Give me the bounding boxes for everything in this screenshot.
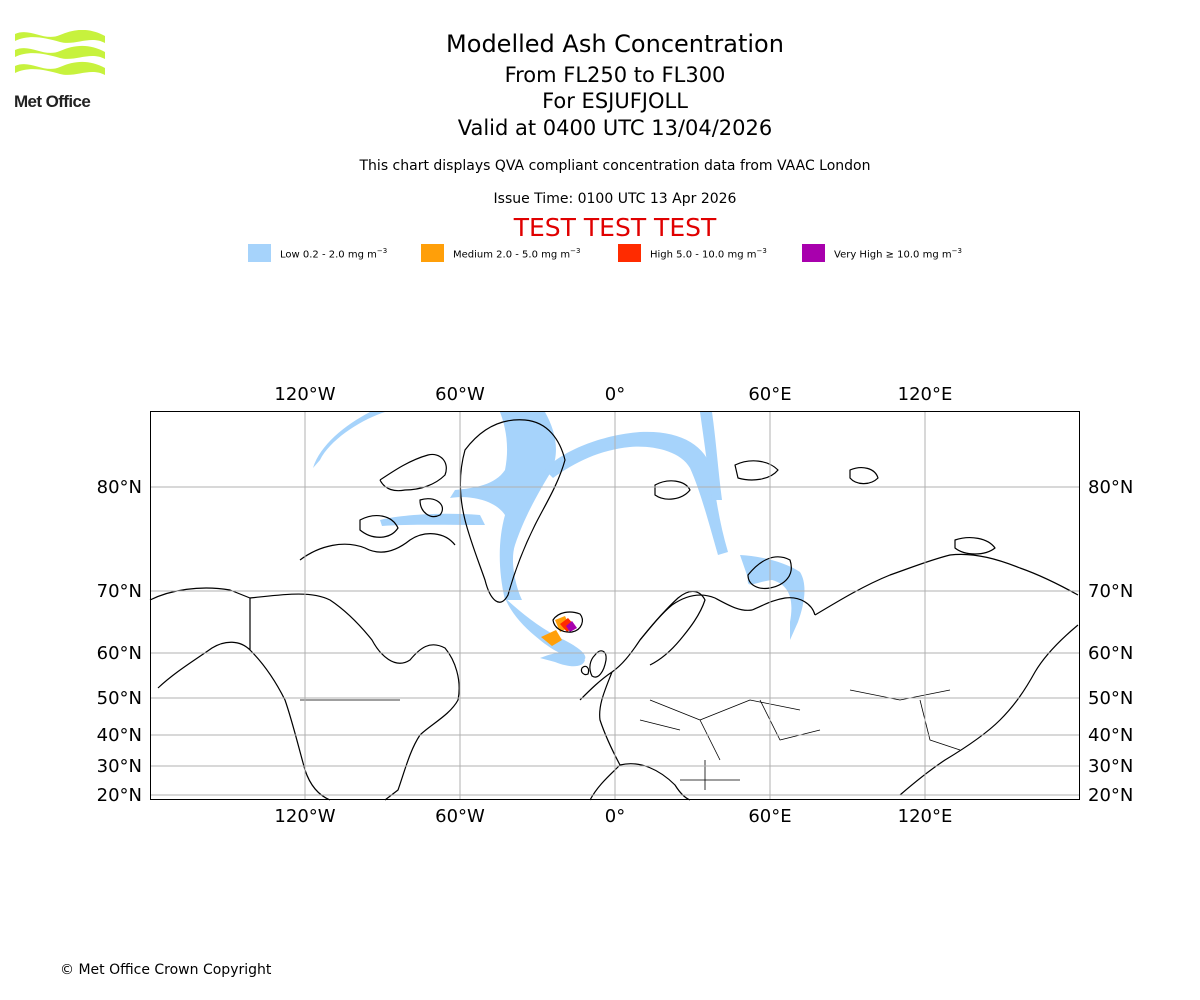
lon-label-top-120e: 120°E [898,384,953,405]
legend-exponent: −3 [570,247,581,255]
coastline-greenland [459,419,566,603]
lat-label-left-30n: 30°N [97,756,142,777]
met-office-logo-text: Met Office [14,92,91,111]
coastline-british-isles [580,650,607,678]
flight-level-range: From FL250 to FL300 [504,63,726,87]
legend-exponent: −3 [376,247,388,255]
lon-label-top-60e: 60°E [748,384,791,405]
coastline-arctic-islands [654,460,996,555]
lat-label-left-70n: 70°N [97,581,142,602]
chart-title: Modelled Ash Concentration [446,30,784,58]
lat-label-right-40n: 40°N [1088,725,1133,746]
lat-label-right-20n: 20°N [1088,785,1133,806]
lat-label-right-70n: 70°N [1088,581,1133,602]
coastline-canadian-arctic [299,453,456,561]
medium-swatch-icon [421,244,444,262]
test-banner: TEST TEST TEST [513,213,717,242]
lat-label-left-60n: 60°N [97,643,142,664]
lon-label-bottom-120w: 120°W [274,806,335,827]
legend-exponent: −3 [756,247,767,255]
coastline-scandinavia [639,590,706,666]
lon-label-top-0: 0° [605,384,625,405]
lat-label-right-50n: 50°N [1088,688,1133,709]
map-frame [150,411,1080,800]
lon-label-bottom-120e: 120°E [898,806,953,827]
copyright-notice: © Met Office Crown Copyright [60,962,272,978]
coastline-siberia [814,553,1079,796]
lon-label-bottom-60e: 60°E [748,806,791,827]
legend-label-low: Low 0.2 - 2.0 mg m [280,249,377,261]
legend-label-very-high: Very High ≥ 10.0 mg m [834,249,952,261]
high-swatch-icon [618,244,641,262]
valid-time: Valid at 0400 UTC 13/04/2026 [457,116,773,140]
volcano-name: For ESJUFJOLL [542,89,688,113]
lat-label-right-60n: 60°N [1088,643,1133,664]
country-borders [249,598,961,790]
met-office-wave-icon [15,30,105,75]
legend-exponent: −3 [951,247,962,255]
lon-label-top-120w: 120°W [274,384,335,405]
met-office-logo: Met Office [14,30,110,112]
graticule [150,411,1080,800]
low-swatch-icon [248,244,271,262]
lat-label-left-80n: 80°N [97,477,142,498]
coastlines [149,419,1079,801]
qva-note: This chart displays QVA compliant concen… [359,158,871,174]
lon-label-bottom-60w: 60°W [435,806,485,827]
lon-label-bottom-0: 0° [605,806,625,827]
very-high-swatch-icon [802,244,825,262]
coastline-iceland [552,611,583,633]
coastline-alaska [149,587,251,689]
legend-label-high: High 5.0 - 10.0 mg m [650,249,757,261]
lat-label-right-80n: 80°N [1088,477,1133,498]
issue-time: Issue Time: 0100 UTC 13 Apr 2026 [493,191,737,207]
lon-label-top-60w: 60°W [435,384,485,405]
ash-plume-very-high [566,621,577,632]
lat-label-left-40n: 40°N [97,725,142,746]
lat-label-left-50n: 50°N [97,688,142,709]
coastline-north-america [249,593,460,801]
lat-label-right-30n: 30°N [1088,756,1133,777]
legend-label-medium: Medium 2.0 - 5.0 mg m [453,249,571,261]
lat-label-left-20n: 20°N [97,785,142,806]
coastline-novaya-zemlya [747,556,792,590]
coastline-europe [579,594,816,801]
